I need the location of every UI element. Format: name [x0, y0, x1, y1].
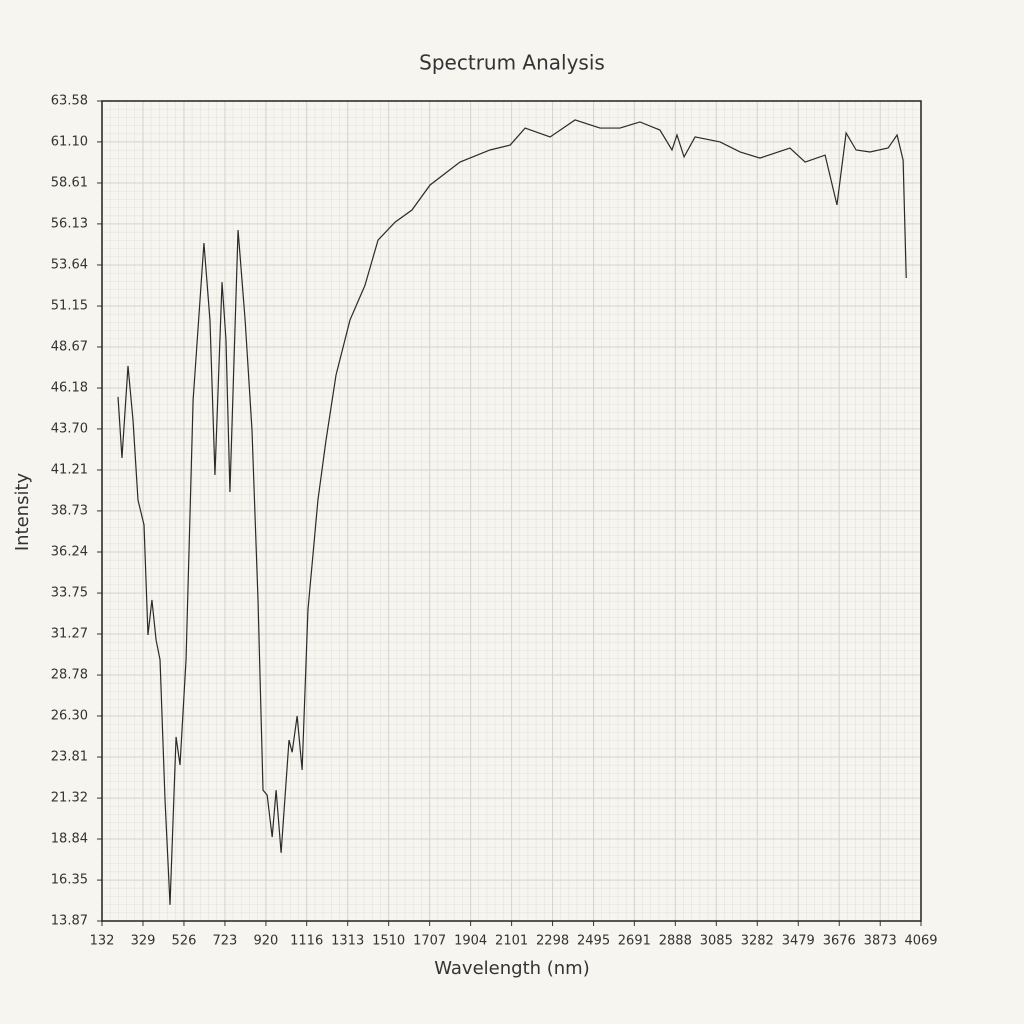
x-tick-label: 3282	[741, 934, 774, 949]
y-tick-label: 36.24	[51, 544, 88, 559]
y-tick-label: 23.81	[51, 750, 88, 765]
y-tick-label: 46.18	[51, 381, 88, 396]
x-tick-label: 526	[172, 934, 197, 949]
x-axis-label: Wavelength (nm)	[434, 958, 590, 979]
x-tick-label: 920	[254, 934, 279, 949]
y-tick-label: 13.87	[51, 914, 88, 929]
y-tick-label: 16.35	[51, 873, 88, 888]
x-tick-label: 1904	[454, 934, 487, 949]
y-tick-label: 43.70	[51, 421, 88, 436]
y-tick-label: 28.78	[51, 668, 88, 683]
x-tick-label: 2101	[495, 934, 528, 949]
x-tick-label: 329	[131, 934, 156, 949]
y-tick-label: 53.64	[51, 257, 88, 272]
x-tick-label: 1707	[413, 934, 446, 949]
y-tick-label: 26.30	[51, 708, 88, 723]
x-tick-label: 2298	[536, 934, 569, 949]
x-tick-label: 3676	[823, 934, 856, 949]
x-tick-label: 3479	[782, 934, 815, 949]
x-tick-label: 3873	[864, 934, 897, 949]
x-tick-label: 2888	[659, 934, 692, 949]
x-tick-label: 3085	[700, 934, 733, 949]
y-tick-label: 56.13	[51, 216, 88, 231]
y-tick-label: 61.10	[51, 134, 88, 149]
y-tick-label: 18.84	[51, 832, 88, 847]
x-tick-label: 4069	[904, 934, 937, 949]
y-tick-label: 58.61	[51, 175, 88, 190]
x-tick-label: 2495	[577, 934, 610, 949]
chart-title: Spectrum Analysis	[419, 51, 605, 75]
y-tick-label: 48.67	[51, 339, 88, 354]
y-tick-label: 21.32	[51, 791, 88, 806]
y-tick-label: 38.73	[51, 503, 88, 518]
x-tick-label: 2691	[618, 934, 651, 949]
x-tick-label: 723	[213, 934, 238, 949]
x-tick-label: 132	[90, 934, 115, 949]
y-tick-label: 51.15	[51, 299, 88, 314]
y-tick-label: 31.27	[51, 626, 88, 641]
x-tick-label: 1510	[372, 934, 405, 949]
x-tick-label: 1116	[290, 934, 323, 949]
data-line	[117, 119, 907, 905]
x-tick-label: 1313	[331, 934, 364, 949]
y-tick-label: 41.21	[51, 463, 88, 478]
y-axis-label: Intensity	[12, 472, 33, 551]
plot-frame	[101, 100, 922, 922]
y-tick-label: 33.75	[51, 586, 88, 601]
y-tick-label: 63.58	[51, 94, 88, 109]
